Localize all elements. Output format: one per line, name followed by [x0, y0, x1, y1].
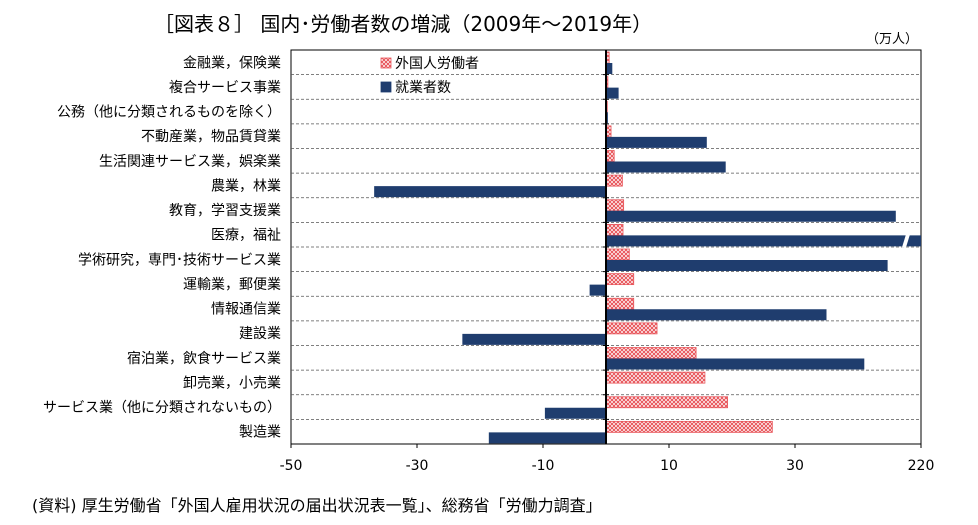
bar-employed — [606, 260, 888, 271]
category-label: 金融業，保険業 — [183, 55, 281, 71]
bar-foreign-workers — [605, 396, 728, 409]
x-tick-label: 30 — [786, 458, 804, 474]
x-tick-label: -50 — [280, 458, 303, 474]
bar-foreign-workers — [605, 371, 706, 384]
bar-foreign-workers — [605, 297, 635, 310]
bar-employed — [606, 235, 921, 247]
bar-employed — [589, 284, 606, 296]
legend-label: 外国人労働者 — [395, 56, 479, 72]
category-label: 卸売業，小売業 — [183, 375, 281, 391]
bar-employed — [606, 136, 707, 148]
bar-foreign-workers — [605, 150, 615, 162]
bar-foreign-workers — [605, 347, 697, 359]
bar-foreign-workers — [605, 273, 635, 286]
source-note: (資料) 厚生労働省「外国人雇用状況の届出状況表一覧」、総務省「労働力調査」 — [32, 496, 602, 515]
axis-break-mark — [902, 234, 910, 248]
category-label: 生活関連サービス業，娯楽業 — [99, 154, 281, 170]
x-tick-label: 220 — [908, 458, 935, 474]
category-label: 情報通信業 — [211, 302, 281, 318]
bar-foreign-workers — [605, 223, 624, 236]
bar-foreign-workers — [605, 322, 658, 335]
category-label: 公務（他に分類されるものを除く） — [57, 105, 281, 121]
bar-employed — [462, 333, 606, 345]
category-label: 農業，林業 — [211, 178, 281, 194]
bar-employed — [606, 358, 865, 370]
category-label: 建設業 — [239, 326, 281, 342]
category-label: 医療，福祉 — [211, 227, 281, 244]
bars-layer — [374, 51, 921, 444]
axis-layer — [290, 49, 922, 448]
bar-foreign-workers — [605, 174, 623, 187]
bar-foreign-workers — [605, 248, 630, 261]
category-label: 製造業 — [239, 425, 281, 441]
bar-employed — [606, 161, 726, 173]
category-label: 学術研究，専門･技術サービス業 — [78, 252, 281, 268]
category-label: 教育，学習支援業 — [169, 203, 281, 219]
unit-label: （万人） — [866, 32, 919, 47]
legend-label: 就業者数 — [395, 80, 451, 96]
bar-foreign-workers — [605, 420, 773, 433]
bar-employed — [606, 87, 619, 99]
chart-title: ［図表８］ 国内･労働者数の増減（2009年～2019年） — [154, 12, 653, 36]
category-label: サービス業（他に分類されないもの） — [43, 400, 281, 416]
bar-foreign-workers — [605, 199, 625, 212]
category-label: 不動産業，物品賃貸業 — [141, 129, 281, 145]
bar-employed — [606, 210, 896, 222]
category-label: 複合サービス事業 — [169, 79, 281, 96]
x-tick-label: 10 — [660, 458, 678, 474]
legend-swatch — [380, 57, 392, 69]
x-tick-label: -30 — [406, 458, 429, 474]
bar-employed — [606, 63, 613, 74]
bar-employed — [488, 432, 606, 444]
category-label: 運輸業，郵便業 — [183, 277, 281, 293]
category-label: 宿泊業，飲食サービス業 — [127, 350, 281, 367]
bar-employed — [544, 407, 606, 419]
bar-employed — [606, 309, 827, 321]
bar-employed — [374, 186, 606, 198]
legend-swatch — [380, 81, 392, 93]
x-tick-label: -10 — [532, 458, 555, 474]
